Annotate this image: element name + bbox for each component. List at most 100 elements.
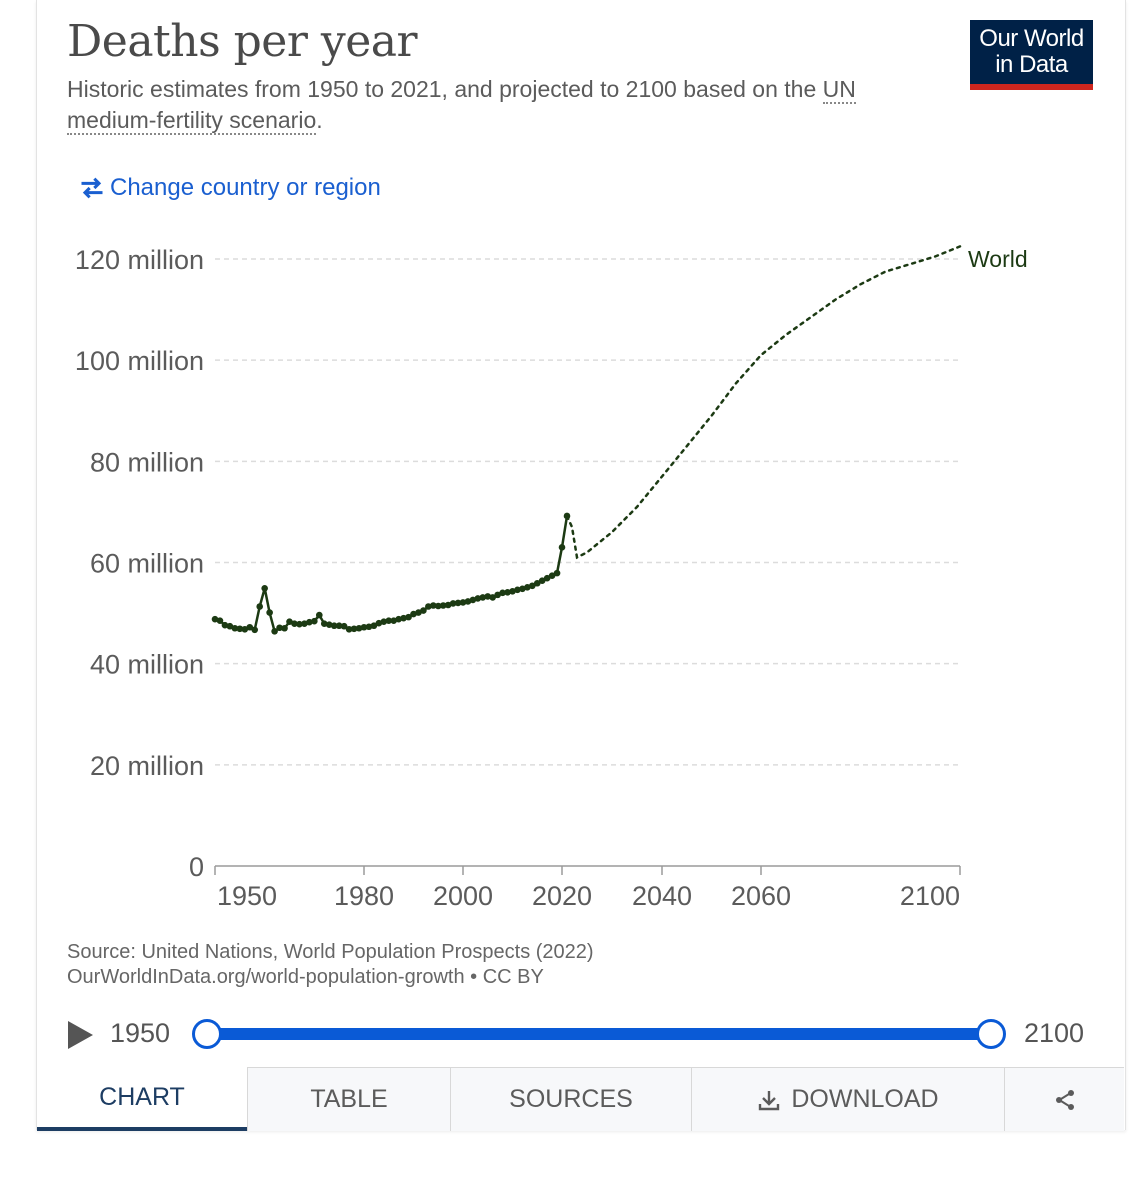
y-tick-label: 80 million [90, 447, 204, 477]
data-point [236, 625, 244, 633]
data-point [538, 577, 546, 585]
subtitle-link[interactable]: UN medium-fertility scenario [67, 76, 856, 135]
data-point [261, 584, 268, 592]
tab-sources-label: SOURCES [509, 1085, 633, 1113]
tab-chart[interactable]: CHART [37, 1067, 247, 1131]
data-point [231, 624, 239, 632]
swap-arrows-icon [81, 177, 103, 199]
source-url[interactable]: OurWorldInData.org/world-population-grow… [67, 966, 544, 988]
data-point [271, 627, 278, 635]
subtitle-end: . [316, 107, 323, 133]
data-point [301, 620, 308, 628]
data-point [553, 569, 561, 577]
data-point [533, 579, 541, 587]
tab-bar: CHART TABLE SOURCES DOWNLOAD [37, 1067, 1124, 1131]
data-point [276, 624, 283, 632]
data-point [400, 614, 407, 622]
data-point [355, 624, 363, 632]
download-icon [759, 1090, 780, 1110]
data-point [251, 626, 259, 634]
timeline-track[interactable] [207, 1028, 991, 1040]
share-button[interactable] [1004, 1067, 1124, 1131]
timeline-end-handle[interactable] [976, 1019, 1006, 1049]
change-country-button[interactable]: Change country or region [78, 174, 381, 202]
data-point [365, 623, 373, 631]
data-point [345, 625, 353, 633]
data-point [479, 594, 487, 601]
data-point [246, 623, 254, 631]
data-point [316, 611, 323, 619]
data-point [504, 589, 511, 596]
y-axis: 0 20 million 40 million 60 million 80 millio… [75, 245, 204, 882]
y-tick-label: 120 million [75, 245, 204, 275]
data-point [484, 593, 492, 600]
timeline-start-handle[interactable] [192, 1019, 222, 1049]
source-text: Source: United Nations, World Population… [67, 941, 594, 963]
data-point [216, 617, 224, 624]
owid-logo[interactable]: Our World in Data [970, 20, 1093, 90]
data-point [335, 622, 343, 630]
data-point [548, 572, 556, 579]
data-point [459, 599, 467, 606]
series-world-projected-line [565, 245, 962, 560]
x-tick-label: 2020 [532, 881, 592, 911]
logo-line-2: in Data [995, 51, 1068, 78]
data-point [454, 599, 462, 607]
timeline: 1950 2100 [0, 1010, 1148, 1060]
data-point [311, 617, 318, 625]
y-tick-label: 60 million [90, 549, 204, 579]
data-point [494, 591, 501, 599]
tab-table[interactable]: TABLE [247, 1067, 450, 1131]
data-point [420, 607, 427, 614]
x-tick-label: 2000 [433, 881, 493, 911]
x-tick-label: 2040 [632, 881, 692, 911]
data-point [543, 574, 551, 582]
data-point [325, 621, 333, 629]
data-point [529, 582, 536, 590]
x-tick-label: 1980 [334, 881, 394, 911]
play-icon[interactable] [68, 1021, 93, 1049]
data-point [380, 618, 388, 625]
subtitle-text: Historic estimates from 1950 to 2021, an… [67, 76, 823, 102]
data-point [350, 625, 358, 633]
data-point [241, 625, 249, 633]
x-tick-label: 1950 [217, 881, 277, 911]
timeline-end-label: 2100 [1024, 1018, 1085, 1048]
data-point [434, 602, 442, 610]
data-point [221, 621, 229, 629]
x-axis: 1950 1980 2000 2020 2040 2060 2100 [214, 865, 961, 911]
data-point [226, 622, 234, 630]
x-tick-label: 2100 [900, 881, 960, 911]
data-point [370, 622, 378, 630]
tab-table-label: TABLE [310, 1085, 388, 1113]
data-point [410, 610, 417, 618]
data-point [395, 615, 402, 623]
data-point [469, 596, 477, 604]
share-icon [1055, 1089, 1074, 1110]
tab-sources[interactable]: SOURCES [450, 1067, 691, 1131]
series-label-world: World [968, 246, 1028, 272]
data-point [360, 623, 368, 631]
y-tick-label: 100 million [75, 346, 204, 376]
chart-footer: Source: United Nations, World Population… [67, 940, 594, 990]
data-point [430, 602, 437, 609]
data-point [439, 602, 447, 609]
data-point [558, 544, 566, 551]
data-point [405, 613, 412, 621]
plot-area: World [211, 245, 1028, 635]
data-point [474, 595, 482, 602]
data-point [444, 601, 452, 609]
data-point [286, 618, 293, 625]
change-country-label: Change country or region [110, 174, 381, 201]
data-point [489, 594, 497, 601]
chart-subtitle: Historic estimates from 1950 to 2021, an… [67, 74, 947, 136]
data-point [281, 624, 288, 632]
tab-download[interactable]: DOWNLOAD [691, 1067, 1004, 1131]
data-point [330, 622, 338, 630]
data-point [415, 609, 422, 616]
y-tick-label: 0 [189, 852, 204, 882]
tab-download-label: DOWNLOAD [791, 1085, 939, 1113]
data-point [425, 603, 432, 610]
data-point [514, 586, 521, 594]
data-point [306, 618, 313, 626]
